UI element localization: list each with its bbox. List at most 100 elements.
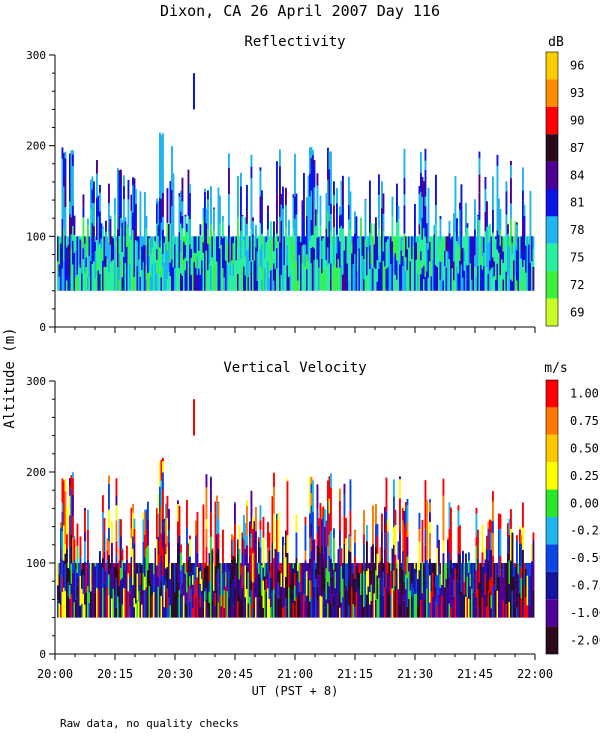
data-cell bbox=[348, 176, 350, 184]
data-cell bbox=[291, 260, 293, 291]
data-cell bbox=[360, 594, 362, 618]
data-cell bbox=[336, 580, 338, 595]
data-cell bbox=[111, 570, 113, 587]
colorbar-label: 78 bbox=[570, 223, 584, 237]
data-cell bbox=[106, 538, 109, 551]
data-cell bbox=[213, 563, 215, 591]
data-cell bbox=[382, 231, 385, 252]
data-cell bbox=[439, 241, 442, 262]
data-cell bbox=[217, 247, 220, 273]
data-cell bbox=[460, 184, 463, 206]
data-cell bbox=[369, 269, 371, 291]
data-cell bbox=[474, 607, 476, 618]
data-cell bbox=[498, 198, 500, 208]
data-cell bbox=[114, 566, 116, 596]
data-cell bbox=[435, 224, 437, 245]
data-cell bbox=[60, 574, 62, 592]
data-cell bbox=[252, 517, 254, 529]
data-cell bbox=[357, 237, 359, 251]
data-cell bbox=[147, 501, 149, 521]
data-cell bbox=[234, 587, 236, 618]
data-cell bbox=[381, 578, 383, 592]
data-cell bbox=[361, 563, 364, 574]
data-cell bbox=[276, 161, 278, 172]
data-cell bbox=[340, 584, 343, 603]
data-cell bbox=[66, 572, 68, 589]
data-cell bbox=[298, 276, 301, 291]
data-cell bbox=[505, 604, 508, 618]
data-cell bbox=[508, 584, 511, 603]
data-cell bbox=[187, 268, 190, 291]
data-cell bbox=[217, 192, 220, 208]
colorbar-swatch bbox=[546, 79, 558, 107]
data-cell bbox=[205, 487, 208, 520]
data-cell bbox=[294, 176, 296, 197]
data-cell bbox=[117, 168, 119, 183]
data-cell bbox=[271, 496, 274, 523]
data-cell bbox=[214, 512, 217, 532]
data-cell bbox=[418, 194, 421, 225]
data-cell bbox=[159, 140, 161, 152]
data-cell bbox=[130, 588, 133, 618]
data-cell bbox=[78, 236, 80, 239]
data-cell bbox=[282, 608, 284, 618]
data-cell bbox=[517, 260, 520, 291]
data-cell bbox=[309, 173, 311, 197]
data-cell bbox=[63, 480, 65, 482]
data-cell bbox=[465, 232, 467, 245]
data-cell bbox=[66, 280, 68, 291]
data-cell bbox=[93, 181, 95, 182]
data-cell bbox=[73, 559, 76, 570]
data-cell bbox=[414, 593, 416, 618]
data-cell bbox=[211, 551, 214, 573]
data-cell bbox=[109, 589, 112, 618]
data-cell bbox=[393, 256, 395, 273]
data-cell bbox=[201, 590, 203, 618]
data-cell bbox=[145, 509, 148, 530]
data-cell bbox=[426, 271, 428, 291]
data-cell bbox=[310, 484, 313, 494]
data-cell bbox=[370, 546, 373, 571]
data-cell bbox=[135, 203, 137, 228]
data-cell bbox=[532, 266, 535, 291]
data-cell bbox=[304, 560, 307, 573]
data-cell bbox=[250, 166, 253, 179]
data-cell bbox=[454, 568, 457, 593]
data-cell bbox=[60, 548, 62, 575]
data-cell bbox=[450, 238, 452, 266]
data-cell bbox=[172, 580, 175, 596]
data-cell bbox=[70, 189, 73, 199]
data-cell bbox=[283, 265, 286, 291]
data-cell bbox=[411, 236, 413, 260]
data-cell bbox=[201, 260, 203, 291]
data-cell bbox=[288, 219, 290, 236]
data-cell bbox=[393, 570, 395, 591]
y-tick-label: 200 bbox=[26, 140, 46, 153]
data-cell bbox=[370, 584, 373, 601]
colorbar-label: 0.25 bbox=[570, 469, 599, 483]
data-cell bbox=[502, 563, 505, 578]
data-cell bbox=[228, 571, 230, 598]
data-cell bbox=[433, 234, 436, 264]
data-cell bbox=[366, 236, 368, 247]
data-cell bbox=[70, 217, 73, 235]
data-cell bbox=[403, 600, 406, 618]
data-cell bbox=[168, 568, 170, 598]
data-cell bbox=[282, 217, 284, 235]
data-cell bbox=[192, 273, 194, 291]
data-cell bbox=[181, 242, 184, 265]
data-cell bbox=[267, 547, 269, 562]
data-cell bbox=[294, 235, 296, 263]
data-cell bbox=[408, 599, 410, 618]
data-cell bbox=[72, 166, 74, 187]
data-cell bbox=[73, 588, 76, 603]
data-cell bbox=[193, 236, 196, 253]
data-cell bbox=[295, 596, 298, 618]
data-cell bbox=[138, 563, 140, 591]
data-cell bbox=[135, 240, 137, 264]
x-tick-label: 20:00 bbox=[37, 667, 73, 681]
data-cell bbox=[292, 217, 295, 229]
data-cell bbox=[261, 259, 263, 269]
data-cell bbox=[469, 236, 472, 264]
data-cell bbox=[367, 276, 370, 291]
